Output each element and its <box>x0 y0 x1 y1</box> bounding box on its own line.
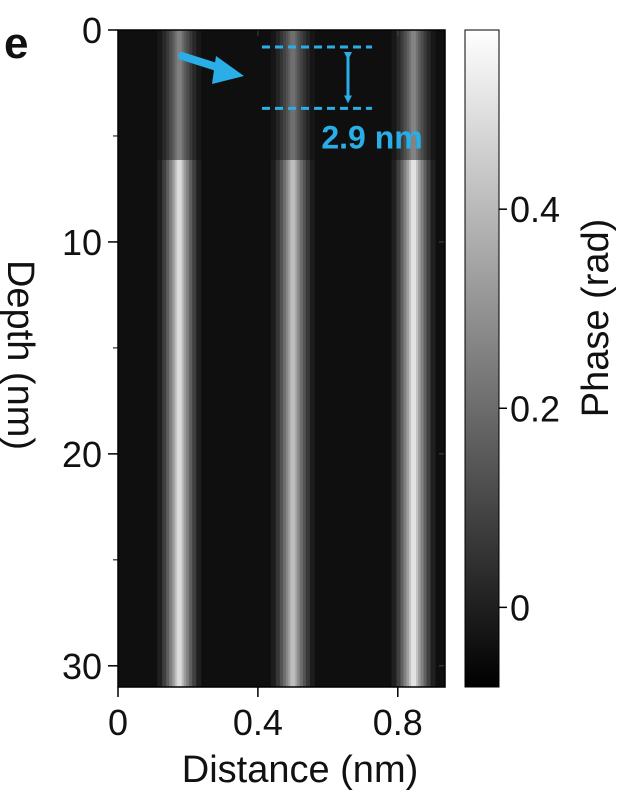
y-tick-label: 0 <box>82 10 102 51</box>
phase-stripe-top-fade <box>391 30 436 160</box>
y-axis-label: Depth (nm) <box>0 260 41 450</box>
panel-label: e <box>4 19 28 68</box>
colorbar-tick-label: 0.2 <box>510 388 560 429</box>
plot-frame <box>117 29 446 688</box>
x-tick-label: 0 <box>108 702 128 743</box>
x-tick-label: 0.4 <box>233 702 283 743</box>
colorbar-tick-label: 0.4 <box>510 189 560 230</box>
phase-stripe-top-fade <box>157 30 202 160</box>
y-tick-label: 30 <box>62 646 102 687</box>
x-tick-label: 0.8 <box>373 702 423 743</box>
colorbar-gradient <box>464 29 500 688</box>
phase-stripe-2 <box>270 30 315 687</box>
thickness-annotation: 2.9 nm <box>178 45 423 155</box>
phase-stripe-layer <box>411 30 417 687</box>
y-tick-label: 20 <box>62 434 102 475</box>
x-axis-label: Distance (nm) <box>182 749 419 791</box>
colorbar-label: Phase (rad) <box>575 219 617 418</box>
phase-stripe-top-fade <box>270 30 315 160</box>
annotation-pointer-arrow-head <box>212 56 244 84</box>
heatmap-plot: 0 0.4 0.8 0 10 20 30 <box>62 10 446 743</box>
phase-stripe-layer <box>290 30 296 687</box>
colorbar: 0 0.2 0.4 <box>464 29 560 688</box>
phase-stripe-1 <box>157 30 202 687</box>
y-tick-label: 10 <box>62 222 102 263</box>
phase-stripe-layer <box>176 30 182 687</box>
annotation-label: 2.9 nm <box>321 119 422 155</box>
colorbar-tick-label: 0 <box>510 587 530 628</box>
phase-stripe-3 <box>391 30 436 687</box>
